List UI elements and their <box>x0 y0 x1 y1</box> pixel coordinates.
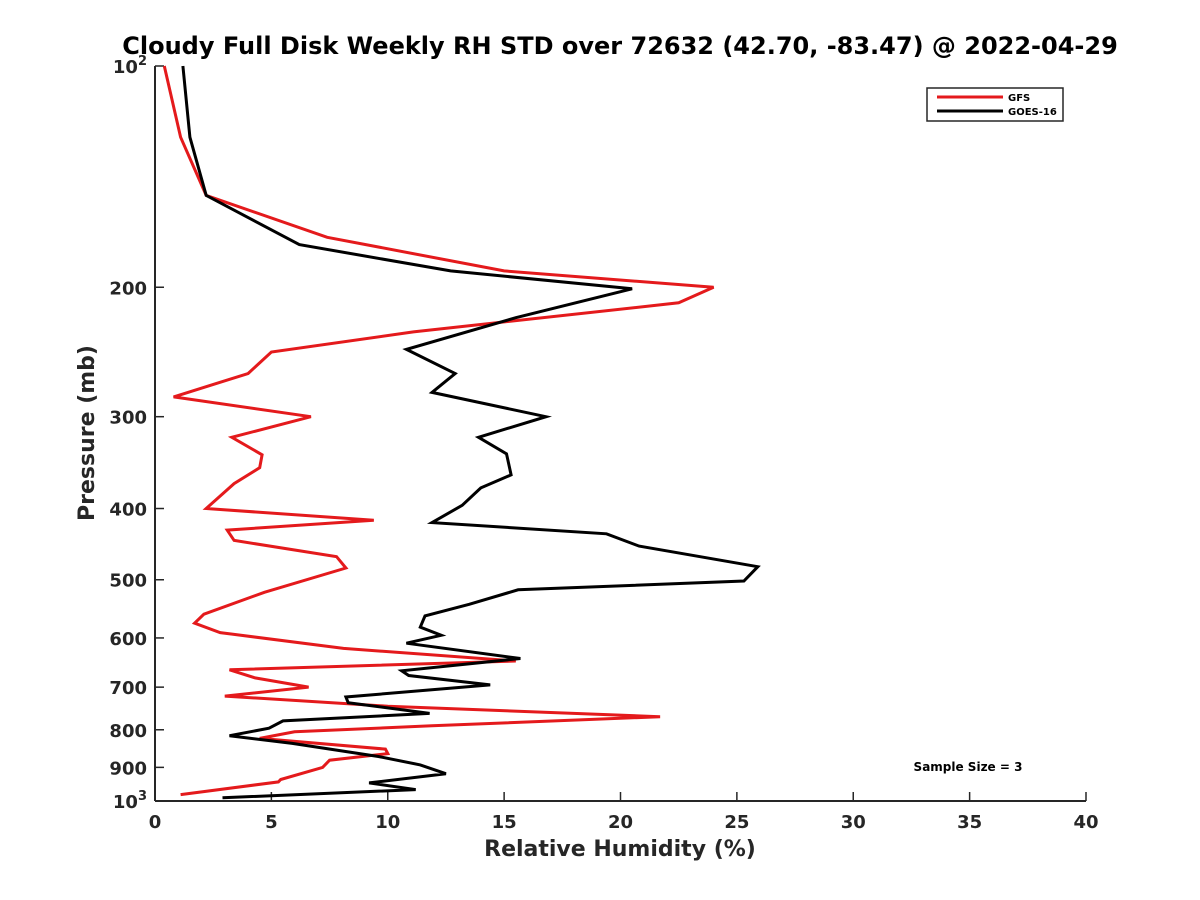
y-tick-label: 400 <box>109 500 147 521</box>
sample-size-annotation: Sample Size = 3 <box>914 760 1023 774</box>
y-tick-label: 500 <box>109 571 147 592</box>
y-tick-label: 300 <box>109 408 147 429</box>
legend: GFS GOES-16 <box>926 87 1064 122</box>
y-tick-exponent: 2 <box>138 54 147 69</box>
y-tick-label: 900 <box>109 758 147 779</box>
y-tick-label: 800 <box>109 721 147 742</box>
y-axis-label: Pressure (mb) <box>75 345 100 521</box>
x-axis-label: Relative Humidity (%) <box>484 837 756 862</box>
x-tick-label: 40 <box>1073 812 1098 833</box>
x-tick-label: 15 <box>492 812 517 833</box>
series-line-gfs <box>162 65 715 797</box>
y-tick-label: 102 <box>113 54 147 78</box>
x-tick-label: 0 <box>149 812 162 833</box>
y-tick-exponent: 3 <box>138 789 147 804</box>
x-tick-label: 5 <box>265 812 278 833</box>
legend-label-gfs: GFS <box>1008 93 1030 104</box>
y-tick-base: 10 <box>113 57 138 78</box>
x-tick-label: 25 <box>724 812 749 833</box>
x-tick-label: 20 <box>608 812 633 833</box>
legend-label-goes-16: GOES-16 <box>1008 107 1057 118</box>
x-ticks: 0 5 10 15 20 25 30 35 40 <box>149 792 1099 833</box>
legend-box <box>926 87 1064 122</box>
x-tick-label: 35 <box>957 812 982 833</box>
y-tick-label: 200 <box>109 278 147 299</box>
x-tick-label: 30 <box>841 812 866 833</box>
y-tick-label: 600 <box>109 629 147 650</box>
chart-title: Cloudy Full Disk Weekly RH STD over 7263… <box>122 32 1118 60</box>
y-tick-base: 10 <box>113 792 138 813</box>
y-tick-label: 103 <box>113 789 147 813</box>
y-tick-label: 700 <box>109 678 147 699</box>
series-line-goes-16 <box>181 65 761 800</box>
x-tick-label: 10 <box>375 812 400 833</box>
series-lines <box>162 65 761 800</box>
